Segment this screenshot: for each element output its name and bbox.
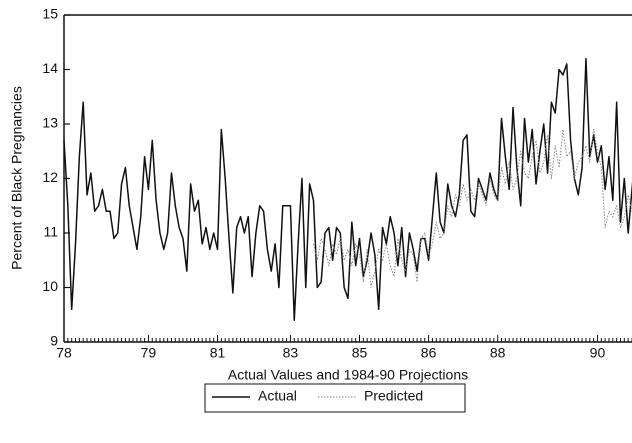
y-axis-label: Percent of Black Pregnancies: [9, 86, 25, 270]
series-line: [312, 128, 632, 288]
y-tick-label: 12: [42, 169, 58, 185]
x-axis-label: Actual Values and 1984-90 Projections: [228, 367, 468, 383]
y-tick-label: 15: [42, 6, 58, 22]
x-tick-label: 83: [283, 345, 299, 361]
x-tick-label: 78: [56, 345, 72, 361]
y-tick-label: 9: [50, 333, 58, 349]
x-tick-label: 85: [352, 345, 368, 361]
x-tick-label: 79: [141, 345, 157, 361]
y-tick-label: 10: [42, 278, 58, 294]
legend-label: Predicted: [364, 388, 423, 404]
legend-box: [204, 383, 466, 413]
x-tick-label: 88: [490, 345, 506, 361]
y-tick-label: 14: [42, 60, 58, 76]
x-tick-label: 81: [210, 345, 226, 361]
series-line: [63, 57, 632, 321]
x-tick-label: 86: [421, 345, 437, 361]
y-tick-label: 13: [42, 115, 58, 131]
y-tick-label: 11: [43, 224, 58, 240]
x-tick-label: 90: [590, 345, 606, 361]
legend-label: Actual: [258, 388, 297, 404]
